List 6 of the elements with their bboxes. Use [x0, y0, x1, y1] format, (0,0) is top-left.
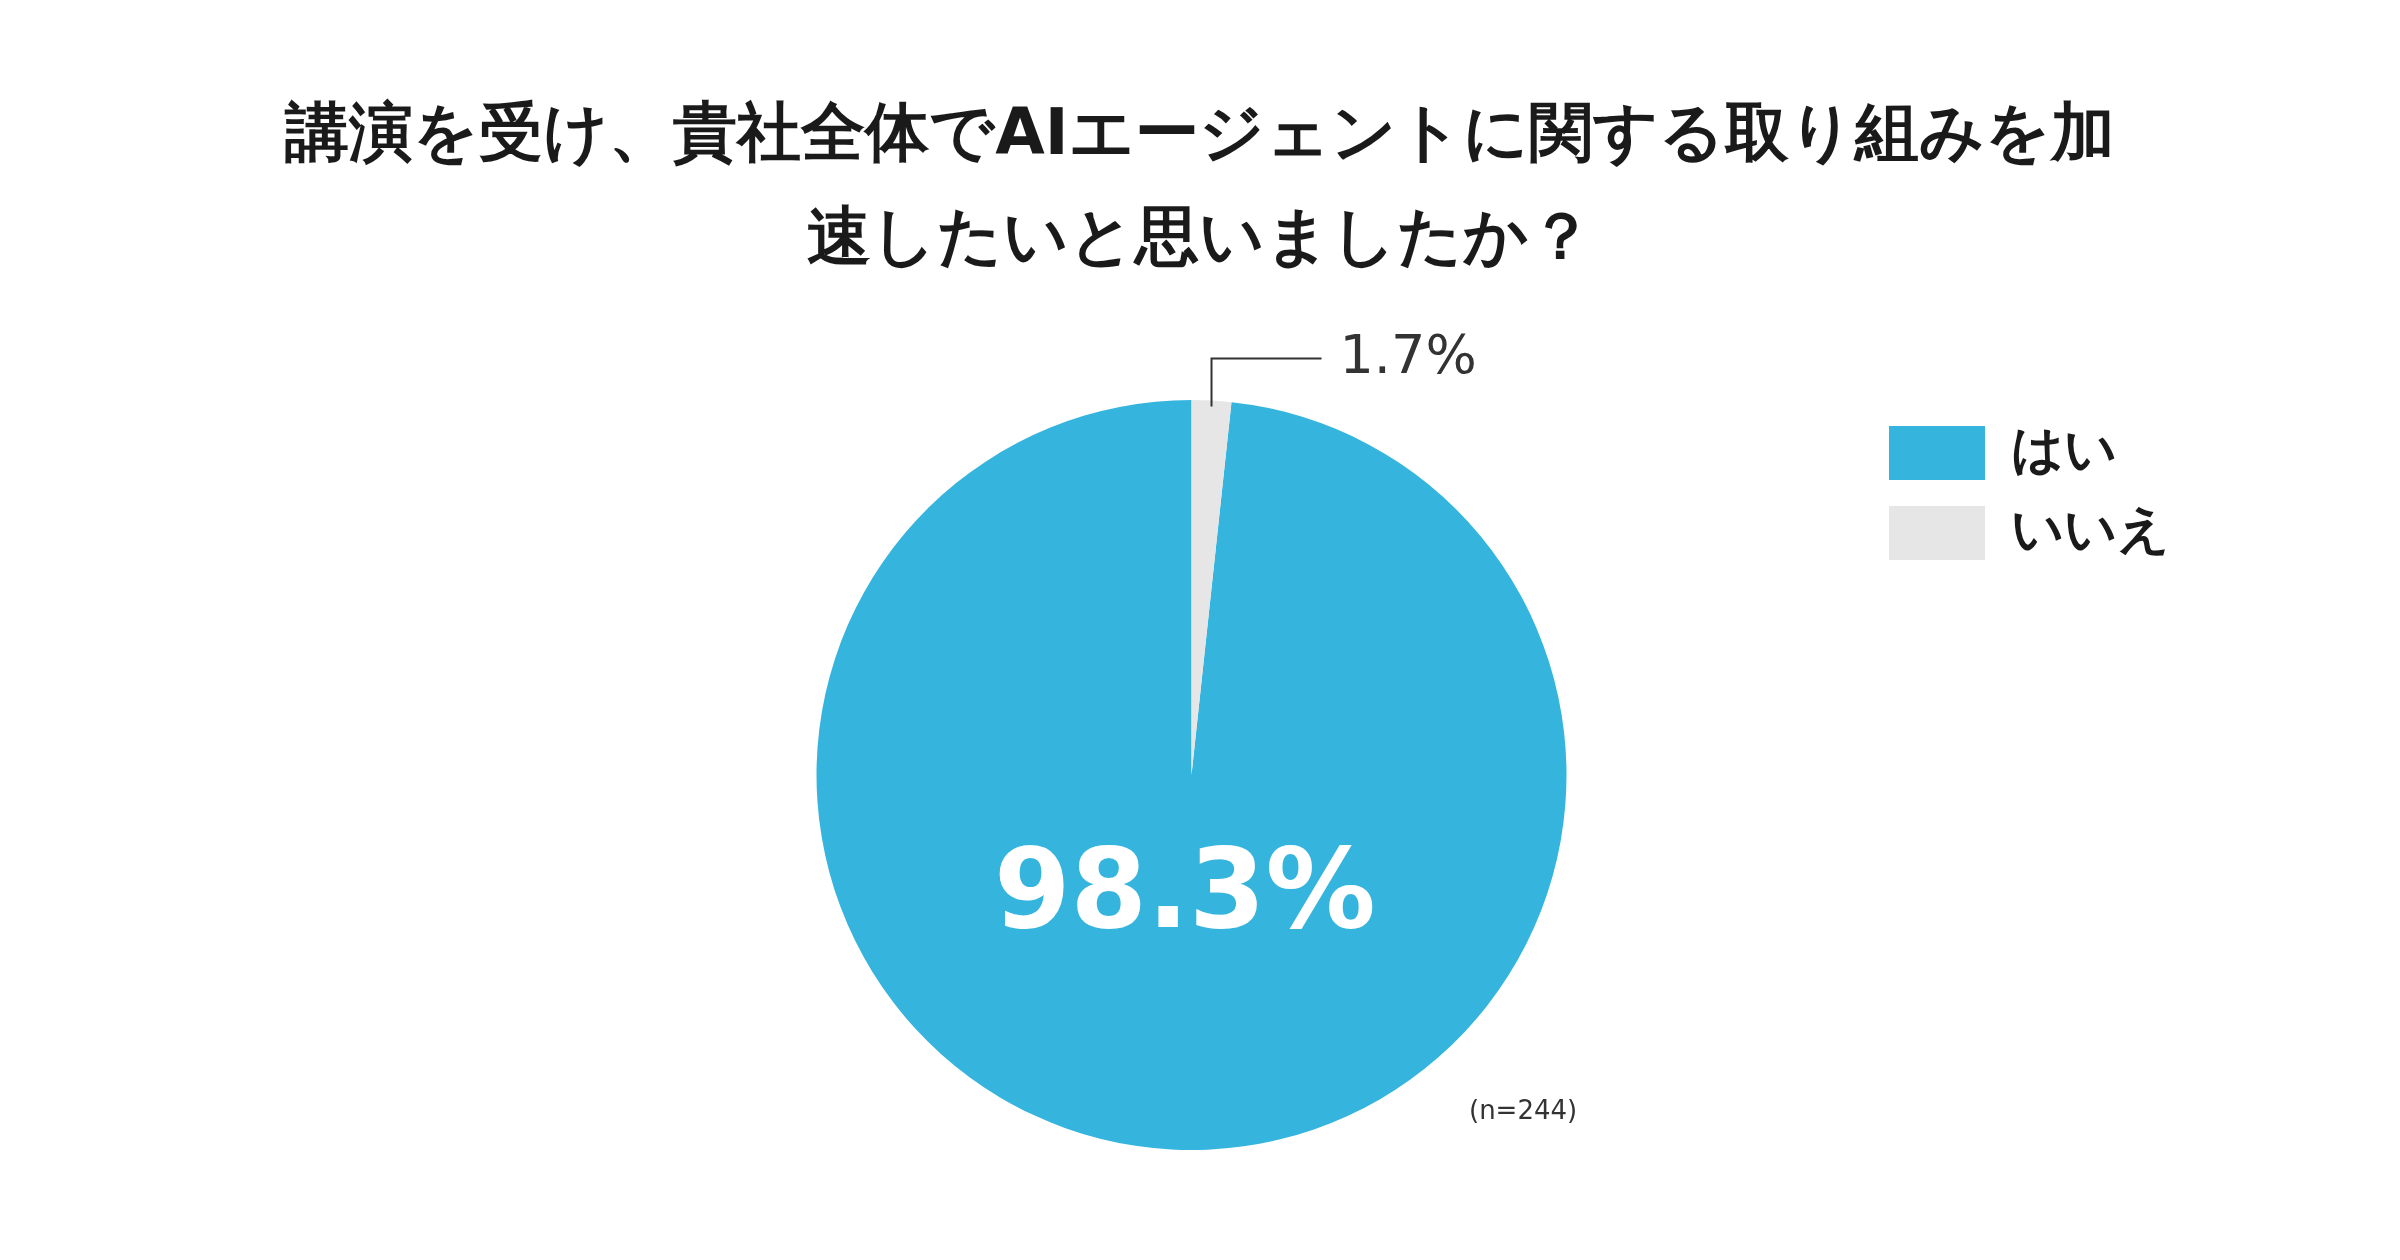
data-label: 98.3%	[994, 825, 1376, 954]
text: (n=244)	[1469, 1095, 1578, 1126]
legend-label: いいえ	[2011, 498, 2170, 559]
data-label: 1.7%	[1339, 322, 1477, 386]
chart-title: 講演を受け、貴社全体でAIエージェントに関する取り組みを加速したいと思いましたか？	[283, 94, 2116, 275]
legend-label: はい	[2011, 418, 2117, 479]
